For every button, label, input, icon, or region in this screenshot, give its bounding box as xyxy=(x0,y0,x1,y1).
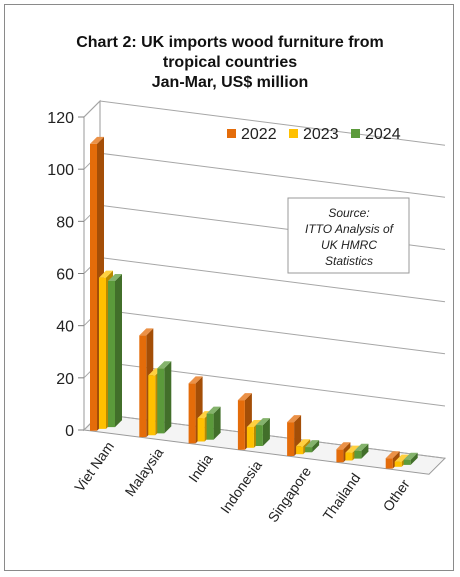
bar xyxy=(305,440,320,453)
bar-side xyxy=(262,418,270,446)
y-tick-label: 60 xyxy=(56,267,74,284)
bar-front xyxy=(99,277,106,429)
bar-chart: Chart 2: UK imports wood furniture from t… xyxy=(47,34,447,525)
gridline xyxy=(83,152,446,198)
bar-top xyxy=(296,439,311,447)
bar-top xyxy=(385,451,400,459)
category-label: India xyxy=(185,451,216,485)
bar-front xyxy=(385,458,393,469)
category-label: Viet Nam xyxy=(71,438,117,494)
category-label: Other xyxy=(380,476,413,514)
category-label: Singapore xyxy=(264,463,314,525)
bar-side xyxy=(361,443,369,459)
bar-top xyxy=(99,270,113,278)
y-tick-label: 0 xyxy=(65,423,74,440)
bar xyxy=(255,418,270,446)
bar-top xyxy=(336,442,351,450)
y-axis: 0 20 40 60 80 100 120 xyxy=(47,110,84,440)
bar-front xyxy=(188,383,196,444)
bar-front xyxy=(345,452,353,461)
bar xyxy=(354,443,369,459)
bar-top xyxy=(157,361,172,369)
bar-front xyxy=(336,449,344,463)
category-label: Thailand xyxy=(320,470,364,523)
legend-swatch xyxy=(351,129,360,138)
bar-top xyxy=(188,376,203,384)
bar xyxy=(206,406,221,440)
bar-side xyxy=(115,274,122,428)
source-box xyxy=(287,197,410,274)
bar xyxy=(385,451,400,469)
chart-frame: Chart 2: UK imports wood furniture from t… xyxy=(4,4,454,571)
bar-front xyxy=(296,446,304,455)
bar xyxy=(108,274,122,428)
bar-top xyxy=(305,440,320,448)
bar-front xyxy=(197,418,205,442)
bar-top xyxy=(108,274,122,281)
bar-top xyxy=(246,420,261,427)
y-tick-label: 20 xyxy=(56,371,74,388)
bar-top xyxy=(394,454,409,462)
legend-label: 2022 xyxy=(241,126,277,143)
bar-top xyxy=(255,418,270,426)
chart-title-line: tropical countries xyxy=(163,54,297,71)
bar xyxy=(157,361,172,434)
bar-side xyxy=(392,451,400,469)
bar-top xyxy=(287,415,302,423)
source-text-line: UK HMRC xyxy=(321,238,377,252)
bar-front xyxy=(354,450,362,459)
y-tick-label: 100 xyxy=(47,162,74,179)
chart-title: Chart 2: UK imports wood furniture from t… xyxy=(76,34,384,91)
gridline xyxy=(83,361,446,407)
bar-front xyxy=(139,335,147,438)
category-label: Indonesia xyxy=(217,457,265,516)
bar-front xyxy=(305,447,313,453)
gridline xyxy=(83,100,446,146)
bar-front xyxy=(255,425,263,446)
bar-side xyxy=(213,406,221,440)
bar-front xyxy=(157,368,165,434)
bar-front xyxy=(246,427,254,448)
bar-top xyxy=(354,443,369,451)
bar-side xyxy=(164,361,172,434)
chart-title-line: Jan-Mar, US$ million xyxy=(152,74,308,91)
y-tick-label: 120 xyxy=(47,110,74,127)
source-text-line: Source: xyxy=(328,206,369,220)
bar-front xyxy=(287,422,295,456)
y-tick-label: 40 xyxy=(56,319,74,336)
category-label: Malaysia xyxy=(122,445,167,500)
bar-top xyxy=(403,452,418,460)
bar-front xyxy=(90,143,97,431)
bar-top xyxy=(139,328,154,336)
bar-top xyxy=(345,445,360,453)
bar-front xyxy=(206,413,214,440)
legend-swatch xyxy=(289,129,298,138)
y-tick-label: 80 xyxy=(56,214,74,231)
bar-top xyxy=(90,136,104,144)
bar-front xyxy=(403,459,411,465)
source-text-line: ITTO Analysis of xyxy=(305,222,395,236)
bar-front xyxy=(237,400,245,450)
bar-front xyxy=(148,375,156,436)
gridlines xyxy=(83,100,446,459)
legend-swatch xyxy=(227,129,236,138)
legend-label: 2023 xyxy=(303,126,339,143)
bars xyxy=(90,136,418,469)
bar xyxy=(403,452,418,465)
source-annotation: Source: ITTO Analysis of UK HMRC Statistics xyxy=(287,197,410,274)
bar-front xyxy=(108,281,115,428)
gridline xyxy=(83,309,446,355)
legend-label: 2024 xyxy=(365,126,401,143)
bar-side xyxy=(410,452,418,465)
bar-top xyxy=(206,406,221,414)
bar-side xyxy=(312,440,320,453)
bar-top xyxy=(237,393,252,401)
chart-title-line: Chart 2: UK imports wood furniture from xyxy=(76,34,384,51)
bar-front xyxy=(394,461,402,467)
legend: 2022 2023 2024 xyxy=(227,126,401,143)
source-text-line: Statistics xyxy=(325,254,373,268)
